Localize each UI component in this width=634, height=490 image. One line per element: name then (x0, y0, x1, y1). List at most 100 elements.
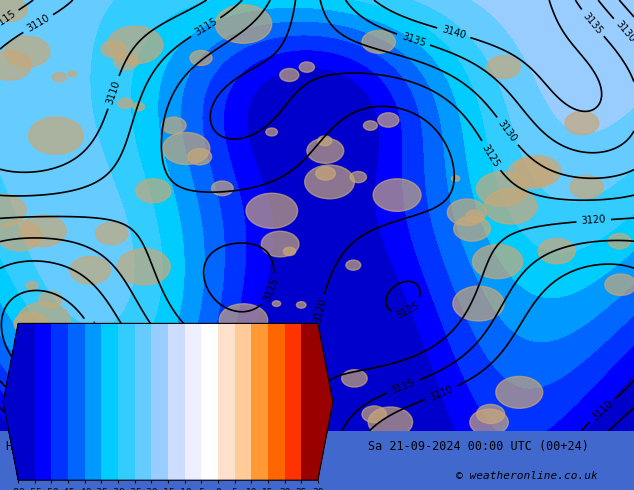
Circle shape (261, 231, 299, 257)
Circle shape (20, 215, 66, 246)
Circle shape (17, 302, 70, 338)
Circle shape (477, 404, 505, 423)
Circle shape (538, 239, 575, 264)
PathPatch shape (318, 323, 333, 480)
Circle shape (212, 181, 233, 196)
Circle shape (283, 247, 295, 256)
Circle shape (477, 172, 527, 206)
Circle shape (108, 26, 163, 64)
Circle shape (454, 216, 491, 241)
Circle shape (193, 376, 236, 405)
Circle shape (342, 369, 367, 387)
Circle shape (219, 304, 268, 337)
Text: 3110: 3110 (25, 13, 51, 34)
Text: 3110: 3110 (590, 398, 614, 422)
Circle shape (8, 405, 24, 416)
Text: 3140: 3140 (441, 24, 467, 41)
Text: 3120: 3120 (313, 297, 328, 324)
Circle shape (262, 348, 295, 370)
Circle shape (362, 30, 396, 53)
Text: 3130: 3130 (496, 119, 519, 144)
Circle shape (246, 193, 297, 228)
Circle shape (368, 407, 413, 437)
Circle shape (266, 359, 314, 391)
Circle shape (297, 302, 306, 308)
Circle shape (14, 313, 48, 336)
Circle shape (216, 5, 272, 43)
Circle shape (608, 234, 631, 249)
Circle shape (378, 113, 399, 127)
Circle shape (29, 117, 83, 154)
Circle shape (114, 53, 138, 70)
Circle shape (280, 69, 299, 81)
Text: © weatheronline.co.uk: © weatheronline.co.uk (456, 471, 598, 481)
Circle shape (70, 256, 110, 284)
Circle shape (31, 330, 67, 354)
Circle shape (199, 375, 247, 407)
Text: ⁻: ⁻ (155, 440, 161, 450)
Circle shape (96, 222, 128, 245)
Circle shape (472, 245, 522, 279)
Circle shape (487, 55, 521, 78)
Circle shape (466, 210, 484, 222)
Circle shape (26, 282, 38, 290)
Text: Height/Temp. 10 hPa [gdmp: Height/Temp. 10 hPa [gdmp (6, 440, 184, 453)
Circle shape (0, 50, 31, 80)
Text: 3125: 3125 (221, 374, 248, 393)
Circle shape (117, 248, 171, 285)
Text: 3115: 3115 (193, 16, 219, 38)
Circle shape (190, 50, 212, 66)
Text: 3115: 3115 (390, 377, 416, 396)
Circle shape (451, 176, 460, 181)
Text: 3135: 3135 (581, 10, 604, 36)
Circle shape (299, 62, 314, 72)
Text: Sa 21-09-2024 00:00 UTC (00+24): Sa 21-09-2024 00:00 UTC (00+24) (368, 440, 588, 453)
Circle shape (570, 175, 604, 198)
Circle shape (565, 112, 598, 135)
Circle shape (101, 41, 126, 58)
Circle shape (508, 157, 555, 189)
Text: 3125: 3125 (395, 300, 422, 320)
Text: 3110: 3110 (105, 79, 122, 105)
Circle shape (162, 117, 186, 134)
Circle shape (605, 274, 634, 295)
Circle shape (515, 155, 561, 187)
Text: 3120: 3120 (581, 215, 606, 226)
Circle shape (362, 406, 386, 422)
Text: 3130: 3130 (183, 381, 209, 400)
Circle shape (273, 301, 281, 306)
Circle shape (266, 128, 278, 136)
Circle shape (39, 292, 62, 307)
Circle shape (453, 286, 504, 321)
Circle shape (74, 339, 113, 365)
Circle shape (484, 189, 537, 224)
Circle shape (231, 404, 281, 438)
Circle shape (133, 103, 145, 111)
Text: 3135: 3135 (400, 31, 427, 48)
Circle shape (136, 179, 171, 203)
Circle shape (118, 98, 133, 108)
Circle shape (346, 260, 361, 270)
Circle shape (307, 138, 344, 163)
Circle shape (180, 413, 202, 428)
Text: 3115: 3115 (0, 9, 17, 31)
Circle shape (350, 172, 366, 183)
Circle shape (318, 136, 332, 146)
Text: 3115: 3115 (261, 276, 280, 303)
Circle shape (188, 148, 212, 165)
Circle shape (163, 132, 210, 165)
Circle shape (0, 194, 26, 226)
Circle shape (363, 121, 377, 130)
Circle shape (305, 165, 354, 199)
Text: 3135: 3135 (83, 320, 105, 346)
Circle shape (5, 36, 50, 67)
Circle shape (68, 71, 77, 77)
Text: 3130: 3130 (19, 399, 44, 423)
Text: 3125: 3125 (480, 143, 501, 169)
Circle shape (0, 221, 41, 251)
Circle shape (191, 385, 213, 399)
Circle shape (496, 376, 543, 408)
Text: 3110: 3110 (428, 384, 455, 402)
Circle shape (0, 0, 27, 22)
Circle shape (448, 199, 486, 225)
